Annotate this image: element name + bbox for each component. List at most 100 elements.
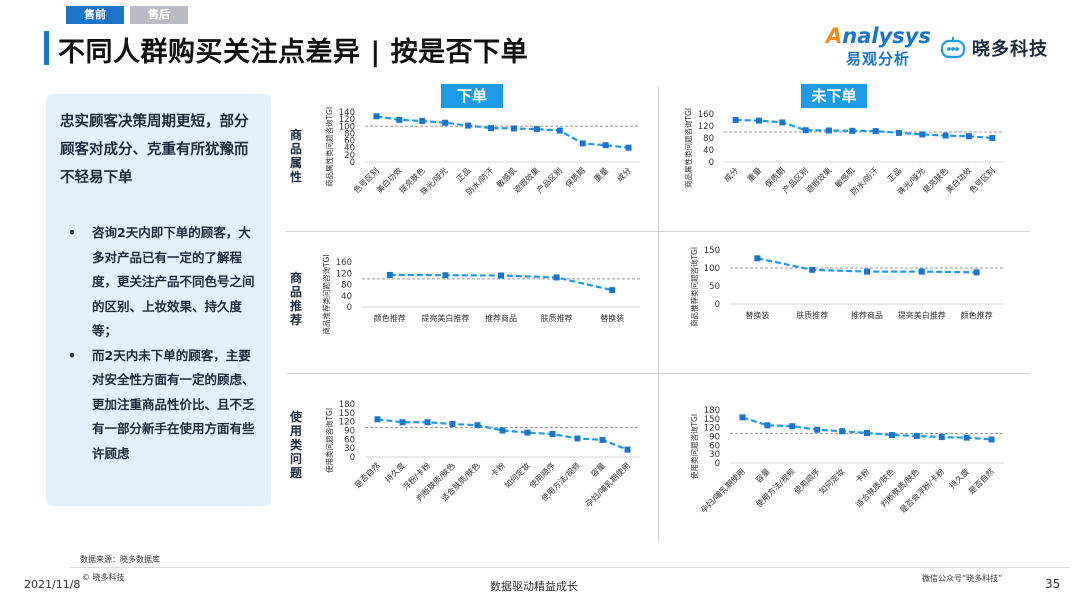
data-point: [524, 429, 531, 436]
y-tick-label: 0: [709, 158, 714, 168]
y-tick-label: 80: [341, 281, 352, 291]
data-point: [498, 272, 504, 279]
x-tick-label: 肤质推荐: [796, 310, 828, 320]
x-tick-label: 推荐商品: [851, 310, 883, 320]
row-divider: [286, 231, 1030, 232]
data-point: [779, 119, 786, 126]
data-point: [574, 435, 581, 442]
x-tick-label: 产品区别: [535, 165, 565, 195]
y-tick-label: 40: [341, 292, 352, 302]
data-point: [732, 117, 739, 123]
y-tick-label: 180: [339, 400, 355, 410]
page-number: 35: [1045, 577, 1061, 591]
footer-copyright: © 晓多科技: [82, 573, 125, 582]
robot-icon: [940, 37, 966, 59]
data-point: [754, 255, 761, 262]
y-tick-label: 120: [704, 424, 720, 434]
data-point: [373, 113, 380, 120]
x-tick-label: 卡粉: [489, 460, 507, 478]
y-tick-label: 30: [344, 444, 355, 454]
x-tick-label: 孕妇/哺乳期使用: [698, 466, 747, 515]
x-tick-label: 正品: [886, 166, 904, 184]
y-tick-label: 0: [715, 459, 720, 469]
x-tick-label: 成分: [615, 165, 633, 183]
x-tick-label: 如何定妆: [502, 460, 532, 490]
data-point: [764, 422, 771, 429]
xiaoduo-logo: 晓多科技: [940, 34, 1070, 64]
data-point: [474, 422, 481, 429]
footer-date: 2021/11/8: [24, 578, 81, 591]
x-tick-label: 是否会浮粉/卡粉: [898, 466, 947, 515]
data-point: [449, 421, 456, 428]
data-point: [864, 268, 870, 275]
y-tick-label: 120: [339, 115, 355, 125]
y-tick-label: 80: [344, 129, 355, 139]
y-tick-label: 60: [344, 435, 355, 445]
x-tick-label: 肤质推荐: [541, 313, 573, 323]
y-tick-label: 40: [703, 146, 714, 156]
summary-box: 忠实顾客决策周期更短，部分顾客对成分、克重有所犹豫而不轻易下单 咨询2天内即下单…: [46, 94, 271, 506]
data-point: [602, 142, 609, 149]
data-point: [802, 127, 809, 134]
series-line: [376, 115, 629, 149]
x-tick-label: 替换装: [600, 313, 624, 323]
x-tick-label: 色号区别: [967, 165, 997, 195]
data-point: [942, 132, 949, 139]
y-tick-label: 0: [347, 303, 352, 313]
row-divider: [286, 373, 1030, 374]
x-tick-label: 容量: [753, 466, 771, 484]
tab-presale[interactable]: 售前: [66, 6, 124, 24]
data-point: [599, 436, 606, 443]
y-tick-label: 150: [704, 246, 720, 256]
data-point: [966, 133, 972, 140]
y-tick-label: 100: [339, 122, 355, 132]
y-tick-label: 0: [350, 453, 355, 463]
y-tick-label: 120: [336, 269, 352, 279]
y-axis-title: 商品推荐类问题咨询TGI: [321, 254, 331, 334]
data-point: [756, 117, 762, 124]
row-label-recommend: 商品推荐: [290, 271, 303, 327]
y-tick-label: 140: [339, 108, 355, 118]
y-tick-label: 180: [704, 406, 720, 416]
data-point: [374, 416, 381, 423]
page-title: 不同人群购买关注点差异 | 按是否下单: [58, 37, 529, 68]
data-point: [918, 268, 925, 275]
tab-aftersale[interactable]: 售后: [130, 6, 188, 24]
y-tick-label: 0: [715, 300, 720, 310]
data-point: [789, 423, 796, 430]
footer-wechat: 微信公众号“晓多科技”: [922, 574, 1003, 583]
data-point: [625, 144, 632, 151]
summary-headline: 忠实顾客决策周期更短，部分顾客对成分、克重有所犹豫而不轻易下单: [60, 114, 249, 186]
data-point: [556, 127, 563, 134]
summary-bullet: 而2天内未下单的顾客，主要对安全性方面有一定的顾虑、更加注重商品性价比、且不乏有…: [68, 344, 258, 467]
y-tick-label: 160: [698, 110, 714, 120]
y-tick-label: 30: [709, 450, 720, 460]
y-axis-title: 使用类问题咨询TGI: [689, 414, 699, 479]
x-tick-label: 成分: [722, 165, 740, 183]
y-tick-label: 20: [344, 151, 355, 161]
data-point: [913, 432, 920, 439]
xiaoduo-logo-text: 晓多科技: [972, 39, 1048, 60]
data-point: [396, 116, 403, 123]
summary-bullets: 咨询2天内即下单的顾客，大多对产品已有一定的了解程度，更关注产品不同色号之间的区…: [68, 221, 258, 466]
y-axis-title: 商品属性类问题咨询TGI: [683, 108, 693, 188]
data-point: [442, 119, 449, 126]
x-tick-label: 颜色推荐: [961, 310, 993, 320]
data-point: [442, 272, 449, 279]
data-point: [499, 427, 506, 434]
data-point: [419, 117, 426, 124]
analysys-logo-initial: A: [826, 24, 843, 48]
data-point: [814, 426, 821, 433]
y-tick-label: 150: [339, 409, 355, 419]
y-tick-label: 60: [709, 441, 720, 451]
data-point: [888, 432, 895, 439]
data-point: [386, 271, 393, 278]
data-point: [488, 125, 495, 132]
data-point: [849, 127, 856, 134]
series-line: [735, 118, 993, 140]
data-point: [553, 274, 560, 281]
chart-attributes-ordered: 商品属性类问题咨询TGI 020406080100120140色号区别美白功效提亮…: [324, 107, 640, 197]
y-tick-label: 120: [339, 418, 355, 428]
